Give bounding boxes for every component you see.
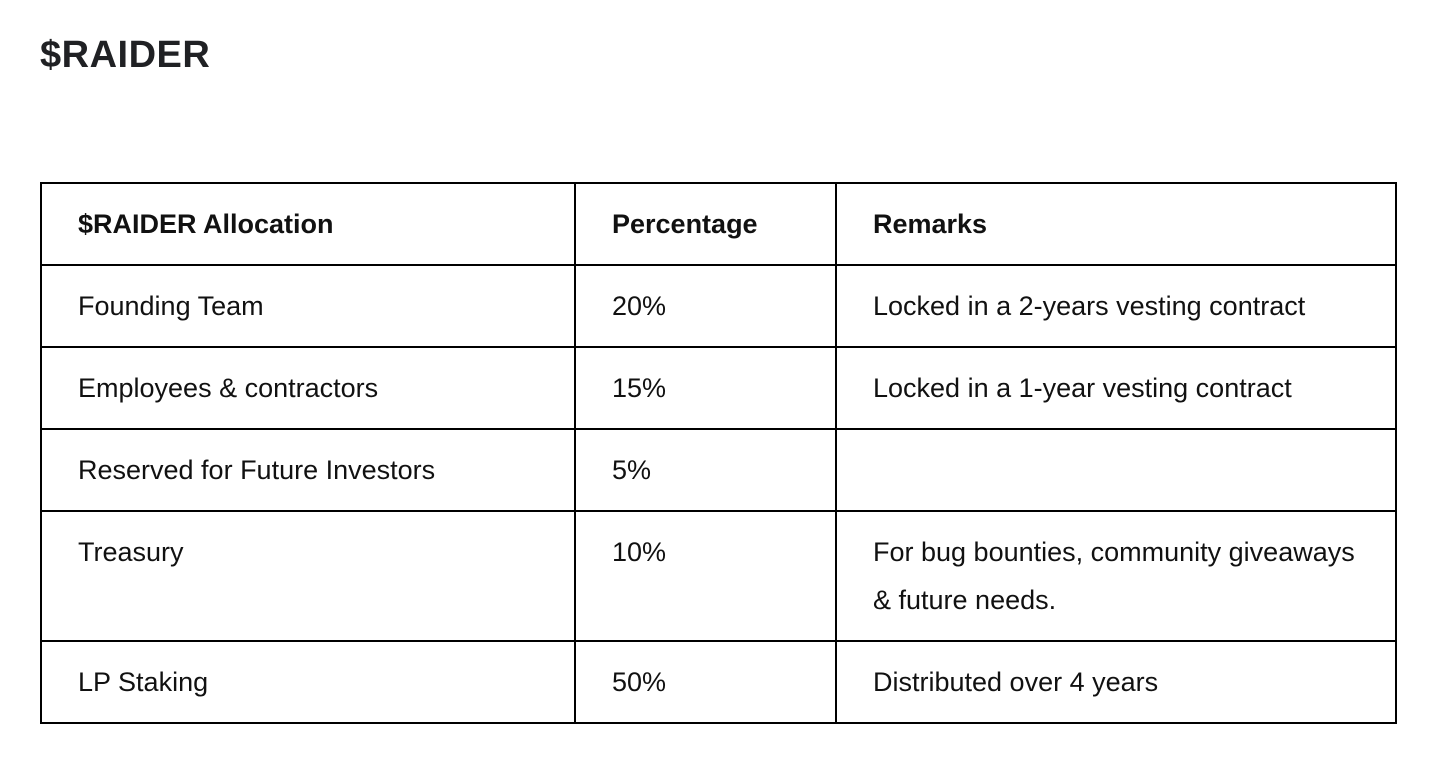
header-percentage: Percentage [574, 182, 837, 266]
cell-remarks: For bug bounties, community giveaways & … [835, 510, 1397, 642]
table-row: LP Staking 50% Distributed over 4 years [40, 640, 1397, 724]
cell-remarks: Distributed over 4 years [835, 640, 1397, 724]
allocation-table: $RAIDER Allocation Percentage Remarks Fo… [40, 182, 1397, 724]
cell-allocation: Reserved for Future Investors [40, 428, 576, 512]
cell-remarks: Locked in a 2-years vesting contract [835, 264, 1397, 348]
table-row: Reserved for Future Investors 5% [40, 428, 1397, 512]
cell-percentage: 10% [574, 510, 837, 642]
cell-percentage: 5% [574, 428, 837, 512]
table-row: Founding Team 20% Locked in a 2-years ve… [40, 264, 1397, 348]
table-header-row: $RAIDER Allocation Percentage Remarks [40, 182, 1397, 266]
cell-allocation: LP Staking [40, 640, 576, 724]
cell-allocation: Treasury [40, 510, 576, 642]
table-row: Employees & contractors 15% Locked in a … [40, 346, 1397, 430]
header-remarks: Remarks [835, 182, 1397, 266]
header-allocation: $RAIDER Allocation [40, 182, 576, 266]
cell-percentage: 15% [574, 346, 837, 430]
cell-allocation: Founding Team [40, 264, 576, 348]
cell-percentage: 20% [574, 264, 837, 348]
cell-allocation: Employees & contractors [40, 346, 576, 430]
cell-remarks [835, 428, 1397, 512]
page-title: $RAIDER [40, 34, 211, 76]
cell-percentage: 50% [574, 640, 837, 724]
cell-remarks: Locked in a 1-year vesting contract [835, 346, 1397, 430]
table-row: Treasury 10% For bug bounties, community… [40, 510, 1397, 642]
